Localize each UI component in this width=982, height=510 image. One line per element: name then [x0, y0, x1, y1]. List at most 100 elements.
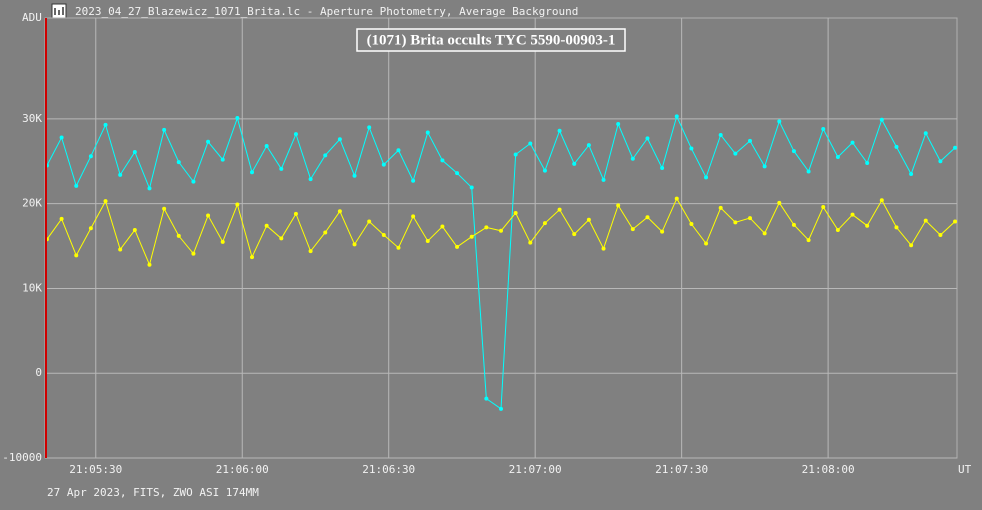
x-tick-label: 21:07:00 — [509, 463, 562, 476]
data-point — [308, 249, 313, 254]
data-point — [557, 128, 562, 133]
data-point — [381, 233, 386, 238]
data-point — [704, 175, 709, 180]
data-point — [132, 149, 137, 154]
data-point — [88, 154, 93, 159]
data-point — [704, 241, 709, 246]
data-point — [308, 177, 313, 182]
data-point — [630, 227, 635, 232]
data-point — [352, 173, 357, 178]
data-point — [103, 199, 108, 204]
data-point — [850, 140, 855, 145]
data-point — [953, 219, 958, 224]
data-point — [499, 228, 503, 233]
data-point — [572, 232, 577, 237]
data-point — [469, 234, 474, 239]
x-tick-label: 21:06:00 — [216, 463, 269, 476]
data-point — [938, 159, 943, 164]
data-point — [235, 202, 240, 207]
y-tick-label: 20K — [22, 197, 42, 210]
data-point — [586, 143, 591, 148]
data-point — [484, 396, 489, 401]
data-point — [367, 219, 372, 224]
data-point — [162, 127, 167, 132]
data-point — [323, 153, 328, 158]
data-point — [806, 169, 811, 174]
data-point — [718, 132, 723, 137]
data-point — [425, 238, 430, 243]
data-point — [279, 236, 284, 241]
data-point — [59, 216, 64, 221]
data-point — [879, 198, 884, 203]
chart-title: (1071) Brita occults TYC 5590-00903-1 — [367, 32, 616, 48]
data-point — [513, 210, 518, 215]
data-point — [747, 138, 752, 143]
data-point — [660, 229, 665, 234]
footer: 27 Apr 2023, FITS, ZWO ASI 174MM — [47, 486, 259, 499]
data-point — [850, 212, 855, 217]
data-point — [689, 146, 694, 151]
data-point — [909, 171, 914, 176]
data-point — [103, 122, 108, 127]
data-point — [206, 139, 211, 144]
data-point — [821, 127, 826, 132]
x-tick-label: 21:06:30 — [362, 463, 415, 476]
data-point — [674, 196, 679, 201]
y-axis-label: ADU — [22, 11, 42, 24]
x-tick-label: 21:07:30 — [655, 463, 708, 476]
data-point — [455, 171, 460, 176]
data-point — [293, 211, 298, 216]
data-point — [118, 247, 123, 252]
data-point — [220, 239, 225, 244]
data-point — [821, 205, 826, 210]
data-point — [645, 136, 650, 141]
data-point — [440, 224, 445, 229]
title-box — [356, 28, 626, 52]
data-point — [59, 135, 64, 140]
data-point — [938, 233, 943, 238]
data-point — [586, 217, 591, 222]
data-point — [191, 251, 196, 256]
data-point — [865, 223, 870, 228]
data-point — [762, 231, 767, 236]
y-tick-label: 10K — [22, 281, 42, 294]
data-point — [572, 161, 577, 166]
data-point — [601, 246, 606, 251]
data-point — [88, 226, 93, 231]
data-point — [264, 144, 269, 149]
data-point — [293, 132, 298, 137]
data-point — [528, 240, 533, 245]
data-point — [396, 148, 401, 153]
data-point — [674, 114, 679, 119]
data-point — [660, 166, 665, 171]
data-point — [747, 216, 752, 221]
data-point — [909, 243, 914, 248]
data-point — [411, 178, 416, 183]
window-title: 2023_04_27_Blazewicz_1071_Brita.lc - Ape… — [75, 5, 578, 18]
data-point — [191, 179, 196, 184]
data-point — [352, 242, 357, 247]
data-point — [264, 223, 269, 228]
data-point — [894, 144, 899, 149]
data-point — [469, 185, 474, 190]
data-point — [455, 244, 460, 249]
data-point — [279, 166, 284, 171]
data-point — [220, 157, 225, 162]
data-point — [645, 215, 650, 220]
data-point — [484, 225, 489, 230]
data-point — [806, 238, 811, 243]
data-point — [557, 207, 562, 212]
data-point — [147, 262, 152, 267]
data-point — [132, 227, 137, 232]
y-tick-label: 0 — [35, 366, 42, 379]
data-point — [74, 253, 79, 258]
data-point — [630, 156, 635, 161]
data-point — [381, 162, 386, 167]
data-point — [118, 172, 123, 177]
data-point — [337, 137, 342, 142]
data-point — [894, 225, 899, 230]
data-point — [791, 222, 796, 227]
data-point — [235, 116, 240, 121]
data-point — [162, 206, 167, 211]
data-point — [953, 145, 958, 150]
